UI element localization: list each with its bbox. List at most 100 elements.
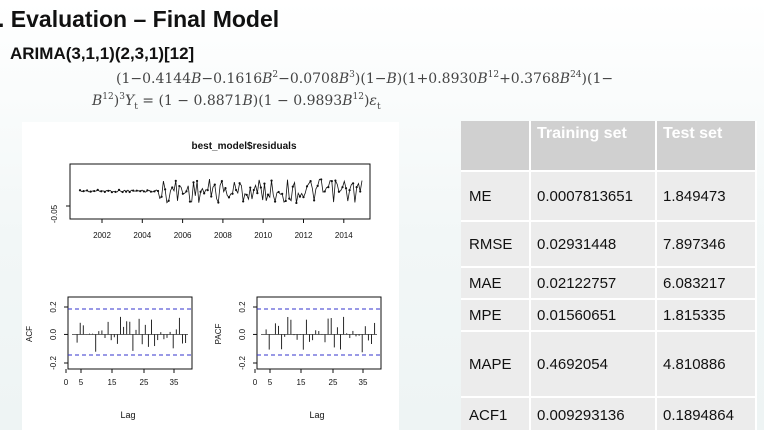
residual-point [78,189,82,192]
residual-point [256,192,259,195]
residual-plot-title: best_model$residuals [191,141,296,152]
residual-point [245,193,248,197]
acf-xlabel: Lag [120,410,135,420]
row-label: RMSE [461,220,531,266]
header-test-set: Test set [657,121,757,170]
residual-point [298,195,302,198]
residual-y-tick: -0.05 [50,204,59,223]
x-tick-label: 35 [170,378,179,387]
x-tick-label: 0 [253,378,258,387]
residual-point [220,179,223,183]
residual-point [103,190,106,193]
residual-point [132,189,135,192]
residual-point [327,186,330,189]
residual-point [330,180,333,183]
residual-point [291,185,294,188]
y-tick-label: 0.0 [238,328,247,340]
residual-point [281,192,284,195]
x-tick-label: 5 [79,378,84,387]
test-value: 4.810886 [657,330,757,396]
residual-point [348,188,351,192]
table-row-me: ME 0.0007813651 1.849473 [461,170,757,220]
test-value: 1.815335 [657,298,757,330]
residual-point [160,195,163,198]
residual-point [302,196,305,199]
test-value: 7.897346 [657,220,757,266]
residual-point [128,190,131,194]
residual-point [295,201,298,205]
residual-x-tick-label: 2002 [93,231,111,240]
residual-point [344,187,348,190]
residual-point [242,200,245,203]
train-value: 0.0007813651 [531,170,657,220]
x-tick-label: 35 [359,378,368,387]
residual-point [142,190,145,193]
y-tick-label: -0.2 [49,356,58,370]
residual-point [213,183,216,186]
residual-point [171,186,174,189]
residual-point [181,192,184,195]
residual-point [114,190,117,193]
train-value: 0.4692054 [531,330,657,396]
residual-point [249,186,252,189]
residual-point [359,190,362,193]
residual-point [156,189,160,193]
test-value: 1.849473 [657,170,757,220]
header-training-set: Training set [531,121,657,170]
residual-x-tick-label: 2010 [254,231,272,240]
residual-x-tick-label: 2012 [295,231,313,240]
residual-point [320,178,323,181]
residual-point [149,190,153,193]
acf-y-axis: 0.2 0.0 -0.2 [49,301,68,370]
residual-point [153,190,156,193]
residual-point [121,190,124,194]
residual-line [79,178,363,205]
residual-point [224,187,227,190]
residual-point [337,190,341,193]
residual-point [266,193,270,196]
pacf-xlabel: Lag [309,410,324,420]
row-label: ME [461,170,531,220]
residual-point [199,190,202,193]
residual-point [305,185,309,188]
residual-point [210,195,213,198]
residual-point [316,184,319,187]
acf-x-axis: 0 5 15 25 35 [64,369,179,387]
residual-point [125,190,128,193]
y-tick-label: 0.2 [238,301,247,313]
residual-plot-frame [69,163,371,220]
residual-point [85,189,89,192]
x-tick-label: 25 [329,378,338,387]
residual-x-tick-label: 2008 [214,231,232,240]
row-label: ACF1 [461,396,531,430]
model-name: ARIMA(3,1,1)(2,3,1)[12] [10,44,195,63]
y-tick-label: 0.2 [49,301,58,313]
test-value: 6.083217 [657,266,757,298]
diagnostics-svg: best_model$residuals -0.05 2002 2004 2006 2… [25,141,382,420]
accuracy-metrics-table: Training set Test set ME 0.0007813651 1.… [461,121,757,430]
residual-point [313,199,316,202]
residual-point [146,189,149,192]
residual-point [117,188,121,192]
residual-point [107,189,110,192]
residual-point [259,186,263,189]
residual-point [341,186,344,189]
residual-point [178,184,181,188]
residual-x-axis: 2002 2004 2006 2008 2010 2012 2014 [93,219,353,240]
residual-x-tick-label: 2014 [335,231,353,240]
residual-point [174,179,177,182]
train-value: 0.02122757 [531,266,657,298]
residual-point [93,189,96,193]
residual-point [263,182,266,185]
y-tick-label: -0.2 [238,356,247,370]
header-blank [461,121,531,170]
residual-point [334,179,337,182]
x-tick-label: 25 [140,378,149,387]
residual-series [78,178,363,205]
table-row-mpe: MPE 0.01560651 1.815335 [461,298,757,330]
residual-point [203,192,206,195]
pacf-bars [257,308,381,356]
residual-point [82,190,85,193]
acf-bars [68,308,192,356]
row-label: MAPE [461,330,531,396]
